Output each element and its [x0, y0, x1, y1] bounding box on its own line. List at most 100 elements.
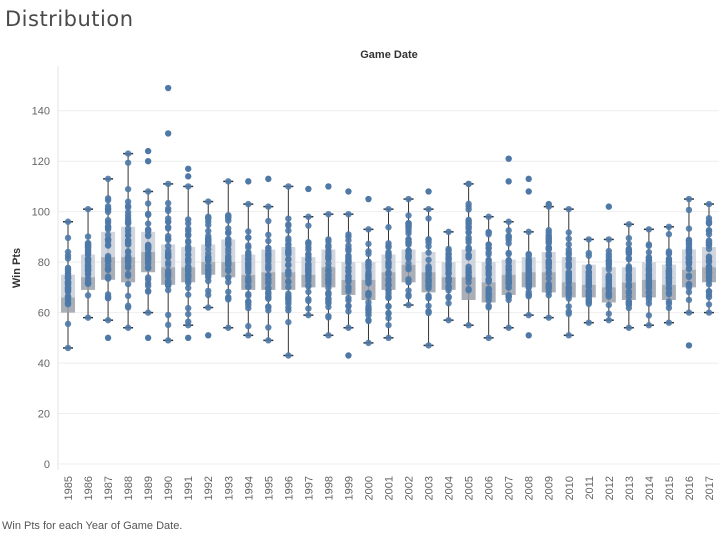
x-tick-label: 1988: [123, 476, 135, 500]
x-tick-label: 2003: [424, 476, 436, 500]
data-point: [425, 302, 432, 310]
data-point: [525, 228, 532, 236]
data-point: [485, 229, 492, 236]
data-point: [405, 264, 412, 271]
data-point: [305, 305, 312, 312]
y-tick-label: 20: [38, 409, 50, 421]
data-point: [565, 303, 572, 310]
data-point: [184, 220, 192, 227]
data-point: [104, 175, 112, 183]
data-point: [245, 304, 252, 312]
data-point: [465, 200, 472, 208]
y-tick-label: 40: [38, 358, 50, 370]
data-point: [505, 232, 512, 239]
data-point: [525, 251, 532, 258]
data-point: [405, 249, 412, 257]
data-point: [265, 285, 272, 292]
data-point: [385, 321, 392, 329]
data-point: [164, 277, 172, 285]
data-point: [164, 259, 172, 266]
data-point: [164, 252, 172, 259]
outlier-point: [164, 84, 172, 92]
data-point: [345, 308, 352, 315]
data-point: [225, 229, 232, 237]
outlier-point: [305, 185, 312, 193]
data-point: [205, 304, 212, 311]
data-point: [164, 199, 172, 207]
data-point: [164, 272, 172, 280]
data-point: [225, 178, 232, 185]
data-point: [245, 322, 252, 330]
data-point: [245, 234, 252, 241]
data-point: [124, 324, 132, 331]
y-tick-label: 100: [32, 207, 50, 219]
data-point: [84, 262, 92, 270]
outlier-point: [525, 188, 532, 195]
data-point: [625, 299, 633, 306]
data-point: [365, 226, 372, 233]
data-point: [64, 270, 72, 277]
data-point: [164, 236, 172, 244]
data-point: [705, 200, 713, 208]
data-point: [385, 224, 392, 231]
data-point: [245, 290, 252, 298]
data-point: [285, 235, 292, 242]
data-point: [685, 259, 693, 267]
data-point: [585, 279, 593, 287]
data-point: [365, 250, 372, 258]
data-point: [385, 309, 392, 317]
data-point: [124, 304, 132, 311]
data-point: [625, 288, 633, 295]
data-point: [445, 261, 452, 269]
data-point: [285, 256, 292, 263]
data-point: [245, 298, 252, 306]
data-point: [625, 234, 633, 242]
data-point: [545, 292, 552, 299]
data-point: [164, 286, 172, 294]
data-point: [585, 319, 593, 326]
data-point: [385, 277, 392, 284]
data-point: [285, 278, 292, 286]
outlier-point: [505, 178, 512, 185]
data-point: [285, 261, 292, 269]
data-point: [365, 339, 372, 347]
data-point: [265, 324, 272, 331]
data-point: [184, 247, 192, 254]
x-tick-label: 2009: [544, 476, 556, 500]
data-point: [705, 239, 713, 246]
data-point: [605, 266, 613, 273]
data-point: [565, 235, 572, 242]
data-point: [245, 228, 252, 235]
data-point: [445, 228, 452, 236]
data-point: [225, 225, 232, 232]
data-point: [565, 273, 572, 281]
x-tick-label: 1987: [103, 476, 115, 500]
data-point: [465, 279, 472, 286]
data-point: [585, 236, 593, 243]
data-point: [325, 295, 332, 302]
data-point: [205, 266, 212, 273]
data-point: [485, 334, 492, 342]
data-point: [565, 332, 572, 339]
data-point: [285, 292, 292, 299]
data-point: [325, 332, 332, 339]
data-point: [345, 294, 352, 302]
data-point: [465, 244, 472, 251]
data-point: [585, 249, 593, 257]
data-point: [365, 312, 372, 319]
outlier-point: [325, 183, 332, 190]
outlier-point: [144, 334, 152, 342]
data-point: [285, 268, 292, 275]
data-point: [104, 226, 112, 233]
data-point: [365, 306, 372, 313]
data-point: [325, 275, 332, 282]
data-point: [405, 238, 412, 246]
data-point: [305, 273, 312, 281]
data-point: [685, 246, 693, 254]
x-tick-label: 2004: [444, 476, 456, 500]
data-point: [104, 197, 112, 204]
data-point: [124, 159, 132, 166]
data-point: [305, 311, 312, 319]
data-point: [265, 203, 272, 210]
data-point: [425, 249, 432, 256]
